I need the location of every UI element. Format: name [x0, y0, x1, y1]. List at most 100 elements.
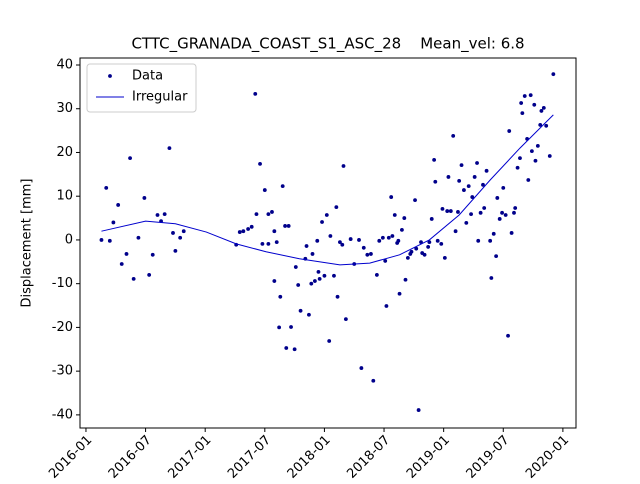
- data-point: [283, 224, 287, 228]
- data-point: [509, 231, 514, 235]
- data-point: [328, 234, 333, 238]
- data-point: [374, 273, 379, 277]
- data-point: [503, 213, 508, 217]
- data-point: [489, 276, 494, 280]
- data-point: [359, 366, 364, 370]
- data-point: [390, 234, 395, 238]
- data-point: [292, 347, 297, 352]
- data-point: [348, 237, 353, 241]
- y-tick-label: -10: [52, 276, 73, 291]
- data-point: [513, 206, 518, 210]
- data-point: [266, 241, 271, 246]
- data-point: [422, 252, 427, 257]
- data-point: [332, 273, 336, 278]
- data-point: [320, 220, 324, 224]
- y-tick-label: 10: [56, 189, 73, 204]
- data-point: [162, 212, 167, 217]
- data-point: [298, 308, 303, 313]
- legend-box: [86, 63, 197, 113]
- data-point: [519, 101, 524, 105]
- data-point: [402, 216, 407, 220]
- data-point: [435, 238, 440, 243]
- data-point: [384, 304, 389, 308]
- data-point: [532, 102, 537, 107]
- data-point: [155, 213, 160, 217]
- data-point: [462, 188, 466, 192]
- chart-title: CTTC_GRANADA_COAST_S1_ASC_28 Mean_vel: 6…: [131, 35, 524, 54]
- fit-line: [101, 114, 554, 266]
- data-point: [405, 255, 410, 260]
- data-point: [506, 333, 510, 338]
- data-point: [426, 245, 431, 249]
- data-point: [317, 276, 322, 281]
- data-point: [457, 178, 462, 183]
- data-point: [371, 378, 376, 383]
- data-point: [475, 161, 479, 165]
- y-tick-label: -30: [52, 364, 73, 379]
- data-point: [520, 111, 525, 116]
- legend-marker: [108, 74, 112, 78]
- data-point: [470, 195, 475, 199]
- data-point: [254, 212, 259, 217]
- data-point: [389, 195, 394, 199]
- data-point: [316, 269, 321, 274]
- data-point: [445, 209, 450, 213]
- data-point: [335, 294, 340, 299]
- data-point: [427, 240, 432, 245]
- data-point: [544, 123, 549, 128]
- data-point: [286, 224, 291, 228]
- data-point: [246, 227, 251, 231]
- data-point: [119, 262, 124, 266]
- data-point: [432, 158, 437, 162]
- data-point: [507, 129, 512, 133]
- data-point: [459, 163, 464, 168]
- data-point: [377, 238, 382, 243]
- data-point: [357, 238, 361, 242]
- data-point: [365, 252, 370, 257]
- data-point: [518, 156, 522, 161]
- data-point: [249, 224, 254, 229]
- data-point: [111, 220, 116, 225]
- data-point: [484, 168, 489, 173]
- data-point: [334, 205, 339, 210]
- data-point: [453, 229, 458, 234]
- data-point: [128, 156, 132, 161]
- y-tick-label: 20: [56, 145, 73, 160]
- data-point: [501, 185, 506, 190]
- data-point: [304, 244, 309, 248]
- legend-label: Data: [132, 69, 163, 84]
- data-point: [497, 217, 502, 221]
- data-point: [116, 203, 121, 207]
- data-point: [439, 241, 444, 246]
- data-point: [312, 279, 317, 283]
- data-point: [280, 184, 285, 189]
- data-point: [277, 325, 282, 330]
- data-point: [136, 235, 141, 240]
- data-point: [397, 291, 402, 296]
- data-point: [456, 210, 460, 214]
- data-point: [270, 210, 274, 214]
- data-point: [178, 235, 183, 240]
- data-point: [433, 179, 438, 184]
- data-point: [107, 238, 112, 243]
- data-point: [253, 91, 258, 96]
- data-point: [338, 240, 342, 245]
- data-point: [340, 242, 345, 247]
- data-point: [476, 238, 481, 243]
- y-tick-label: 0: [65, 232, 73, 247]
- data-point: [478, 210, 483, 215]
- data-point: [472, 175, 477, 179]
- data-point: [529, 149, 534, 154]
- data-point: [274, 240, 279, 245]
- y-tick-label: 30: [56, 101, 73, 116]
- data-point: [535, 144, 540, 148]
- data-point: [515, 165, 520, 170]
- data-point: [104, 185, 109, 190]
- data-point: [538, 123, 543, 127]
- data-point: [451, 133, 456, 138]
- data-point: [278, 294, 283, 299]
- data-point: [494, 254, 499, 259]
- y-tick-label: 40: [56, 57, 73, 72]
- data-point: [551, 72, 556, 77]
